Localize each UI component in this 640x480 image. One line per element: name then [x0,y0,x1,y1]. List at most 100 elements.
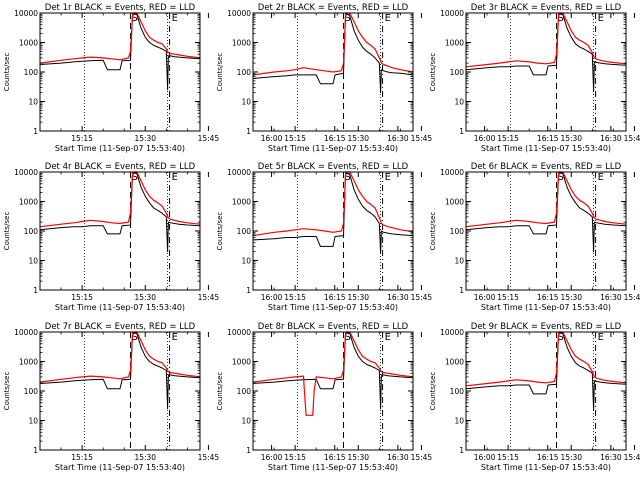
x-axis-title: Start Time (11-Sep-07 15:53:40) [55,463,185,472]
plot-frame [465,331,627,451]
panel-title: Det 6r BLACK = Events, RED = LLD [471,162,622,172]
start-marker: S [132,172,138,183]
y-tick-label: 10 [28,98,38,107]
y-tick-label: 1000 [19,39,38,48]
y-tick-label: 10000 [227,328,251,337]
x-tick-label: 16:30 [600,293,622,302]
y-axis-title: Counts/sec [216,53,224,92]
y-tick-label: 1000 [19,198,38,207]
y-tick-label: 10000 [14,9,38,18]
x-tick-label: 15:15 [284,134,306,143]
x-tick-label: 15:30 [347,453,369,462]
start-marker: S [345,13,351,24]
y-tick-label: 10000 [440,9,464,18]
x-axis-title: Start Time (11-Sep-07 15:53:40) [268,463,398,472]
plot-frame [252,331,414,451]
y-tick-label: 1 [246,286,251,295]
y-tick-label: 1000 [445,39,464,48]
y-tick-label: 10000 [14,168,38,177]
lld-series-line [39,331,201,383]
x-tick-label: 15:45 [198,453,220,462]
x-tick-label: 15:30 [347,134,369,143]
y-tick-label: 100 [24,227,39,236]
start-marker: S [132,13,138,24]
lld-series-line [252,331,414,416]
x-tick-label: 16:00 [474,293,496,302]
y-tick-label: 1 [33,446,38,455]
x-tick-label: 15:45 [411,453,433,462]
y-axis-title: Counts/sec [216,212,224,251]
lld-series-line [252,12,414,76]
y-tick-label: 10 [241,417,251,426]
events-series-line [252,331,414,410]
y-tick-label: 100 [237,387,252,396]
x-tick-label: 16:15 [324,134,346,143]
y-tick-label: 10 [454,257,464,266]
end-marker: E [172,172,178,183]
x-tick-label: 16:30 [600,134,622,143]
panel-title: Det 3r BLACK = Events, RED = LLD [471,3,622,13]
events-series-line [39,171,201,253]
y-tick-label: 1000 [445,358,464,367]
y-tick-label: 1 [459,446,464,455]
plot-frame [39,331,201,451]
x-axis-title: Start Time (11-Sep-07 15:53:40) [481,144,611,153]
panel-title: Det 2r BLACK = Events, RED = LLD [258,3,409,13]
y-axis-title: Counts/sec [3,53,11,92]
x-axis-title: Start Time (11-Sep-07 15:53:40) [268,303,398,312]
end-marker: E [172,13,178,24]
x-tick-label: 15:30 [134,293,156,302]
x-tick-label: 16:00 [261,293,283,302]
y-tick-label: 1 [33,127,38,136]
y-tick-label: 10000 [440,328,464,337]
y-tick-label: 1000 [445,198,464,207]
panel-title: Det 1r BLACK = Events, RED = LLD [45,3,196,13]
x-tick-label: 15:45 [198,134,220,143]
y-tick-label: 10000 [440,168,464,177]
panel-title: Det 5r BLACK = Events, RED = LLD [258,162,409,172]
x-tick-label: 16:00 [261,134,283,143]
x-tick-label: 16:30 [387,453,409,462]
events-series-line [252,171,414,254]
start-marker: S [345,332,351,343]
x-tick-label: 16:30 [387,293,409,302]
y-tick-label: 100 [450,387,465,396]
x-tick-label: 16:30 [600,453,622,462]
y-tick-label: 10000 [227,9,251,18]
x-tick-label: 15:30 [347,293,369,302]
y-tick-label: 10 [241,98,251,107]
plot-frame [39,12,201,132]
y-tick-label: 1 [246,446,251,455]
y-tick-label: 10 [454,98,464,107]
x-tick-label: 15:15 [497,293,519,302]
events-series-line [252,12,414,94]
y-tick-label: 1 [459,127,464,136]
x-tick-label: 16:00 [261,453,283,462]
x-tick-label: 16:30 [387,134,409,143]
lld-series-line [39,12,201,64]
x-tick-label: 15:45 [411,134,433,143]
y-tick-label: 10 [28,257,38,266]
events-series-line [465,12,627,92]
y-tick-label: 100 [450,68,465,77]
lld-series-line [252,171,414,237]
y-tick-label: 100 [237,227,252,236]
events-series-line [39,12,201,91]
x-tick-label: 15:45 [411,293,433,302]
x-tick-label: 16:15 [537,134,559,143]
x-tick-label: 15:30 [134,134,156,143]
start-marker: S [132,332,138,343]
x-tick-label: 16:15 [537,453,559,462]
lld-series-line [465,331,627,387]
end-marker: E [172,332,178,343]
x-tick-label: 15:30 [560,293,582,302]
x-tick-label: 16:15 [324,293,346,302]
end-marker: E [385,332,391,343]
lld-series-line [39,171,201,228]
